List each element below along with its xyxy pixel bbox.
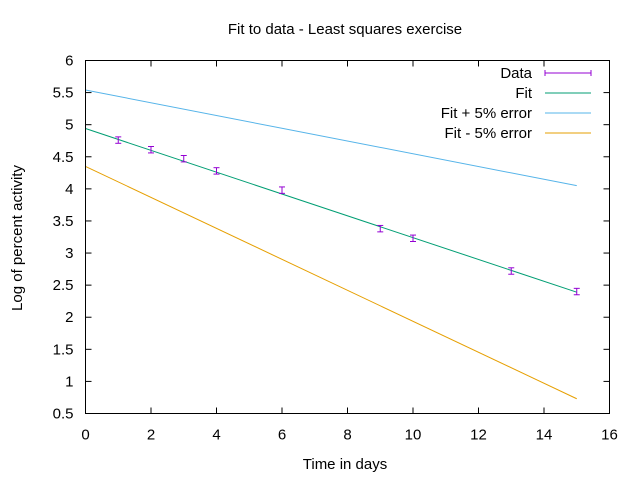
data-point <box>115 136 122 144</box>
series-line-2 <box>85 89 577 187</box>
x-tick-label: 14 <box>536 427 553 444</box>
y-tick-label: 1.5 <box>53 341 74 358</box>
legend-label: Fit + 5% error <box>441 105 532 122</box>
x-tick-label: 12 <box>470 427 487 444</box>
y-axis-label: Log of percent activity <box>9 165 26 311</box>
series-line-1 <box>85 128 577 293</box>
data-point <box>213 167 220 175</box>
data-point <box>148 146 154 154</box>
y-tick-label: 5 <box>65 117 73 134</box>
data-point <box>573 287 580 296</box>
y-tick-label: 2.5 <box>53 277 74 294</box>
x-tick-label: 0 <box>81 427 89 444</box>
x-tick-label: 8 <box>343 427 351 444</box>
y-tick-label: 1 <box>65 373 73 390</box>
y-tick-label: 6 <box>65 53 73 70</box>
y-tick-label: 4.5 <box>53 149 74 166</box>
data-point <box>410 234 416 242</box>
data-point <box>279 186 285 194</box>
legend-label: Fit <box>515 85 532 102</box>
y-tick-label: 0.5 <box>53 406 74 423</box>
y-tick-label: 3 <box>65 245 73 262</box>
plot-area: 0 2 4 6 8 10 12 14 16 0.5 1 1.5 2 2.5 3 3.5 4 4.5 5 5.5 6 <box>53 53 618 444</box>
chart-title: Fit to data - Least squares exercise <box>228 21 462 38</box>
x-tick-label: 10 <box>405 427 422 444</box>
x-tick-label: 4 <box>212 427 220 444</box>
y-tick-label: 2 <box>65 309 73 326</box>
x-tick-label: 16 <box>601 427 618 444</box>
data-point <box>377 224 384 233</box>
legend-label: Data <box>500 65 532 82</box>
data-point <box>508 267 515 275</box>
plot-frame <box>85 60 610 414</box>
y-tick-label: 5.5 <box>53 85 74 102</box>
legend-label: Fit - 5% error <box>444 125 532 142</box>
data-point <box>180 154 187 163</box>
y-tick-label: 3.5 <box>53 213 74 230</box>
x-tick-label: 2 <box>147 427 155 444</box>
x-tick-label: 6 <box>278 427 286 444</box>
x-axis-label: Time in days <box>303 456 387 473</box>
series-line-3 <box>85 165 577 400</box>
legend: Data Fit Fit + 5% error Fit - 5% error <box>441 65 592 142</box>
y-tick-label: 4 <box>65 181 73 198</box>
